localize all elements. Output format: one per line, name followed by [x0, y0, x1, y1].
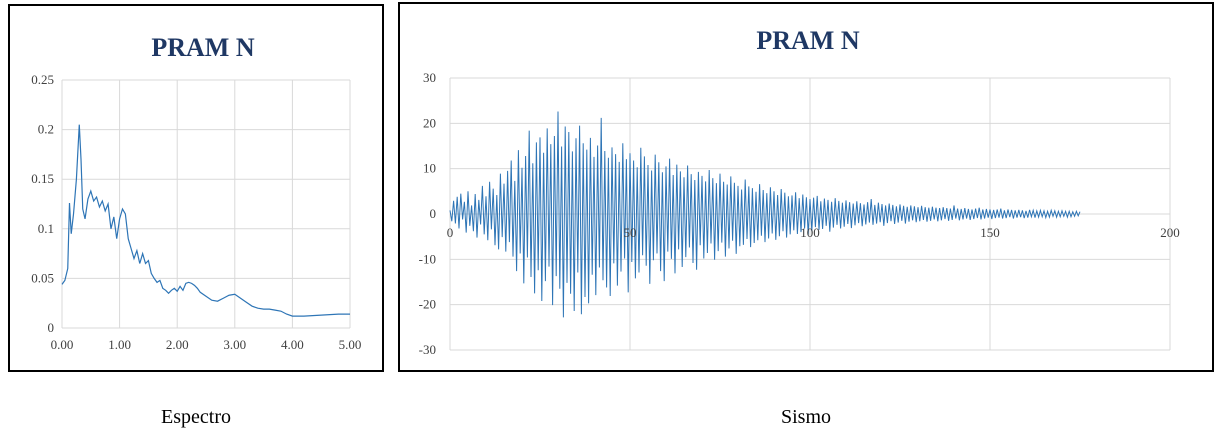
y-tick-label: -10 [419, 251, 436, 266]
spectrum-chart-panel: PRAM N 0 0.05 0.1 0.15 0.2 0.25 0.00 1.00 2.00 3.… [8, 4, 384, 372]
x-tick-label: 4.00 [281, 337, 304, 352]
x-tick-label: 5.00 [339, 337, 362, 352]
x-tick-label: 2.00 [166, 337, 189, 352]
caption-espectro: Espectro [161, 406, 231, 428]
seismic-series-line [449, 111, 1081, 318]
caption-sismo: Sismo [780, 406, 832, 428]
chart-title: PRAM N [756, 26, 859, 55]
chart-title: PRAM N [151, 33, 254, 62]
x-tick-label: 1.00 [108, 337, 131, 352]
y-tick-label: 0 [430, 206, 437, 221]
y-tick-label: 0.25 [31, 72, 54, 87]
y-tick-label: 20 [423, 115, 436, 130]
x-tick-label: 200 [1160, 225, 1180, 240]
y-tick-label: -30 [419, 342, 436, 357]
y-tick-label: 0.1 [38, 221, 54, 236]
x-tick-label: 100 [800, 225, 820, 240]
y-tick-label: 0.05 [31, 270, 54, 285]
x-tick-label: 50 [624, 225, 637, 240]
x-tick-label: 0.00 [51, 337, 74, 352]
y-tick-label: 10 [423, 161, 436, 176]
spectrum-series-line [61, 124, 350, 317]
spectrum-chart: PRAM N 0 0.05 0.1 0.15 0.2 0.25 0.00 1.00 2.00 3.… [31, 33, 362, 352]
y-tick-label: 0.2 [38, 122, 54, 137]
y-tick-label: -20 [419, 297, 436, 312]
x-tick-label: 3.00 [223, 337, 246, 352]
y-tick-label: 0 [48, 320, 55, 335]
y-tick-label: 0.15 [31, 171, 54, 186]
x-tick-label: 0 [447, 225, 454, 240]
x-tick-label: 150 [980, 225, 1000, 240]
seismic-chart-panel: PRAM N 30 20 10 0 -10 -20 -30 0 50 100 150 200 [398, 2, 1214, 372]
y-tick-label: 30 [423, 70, 436, 85]
